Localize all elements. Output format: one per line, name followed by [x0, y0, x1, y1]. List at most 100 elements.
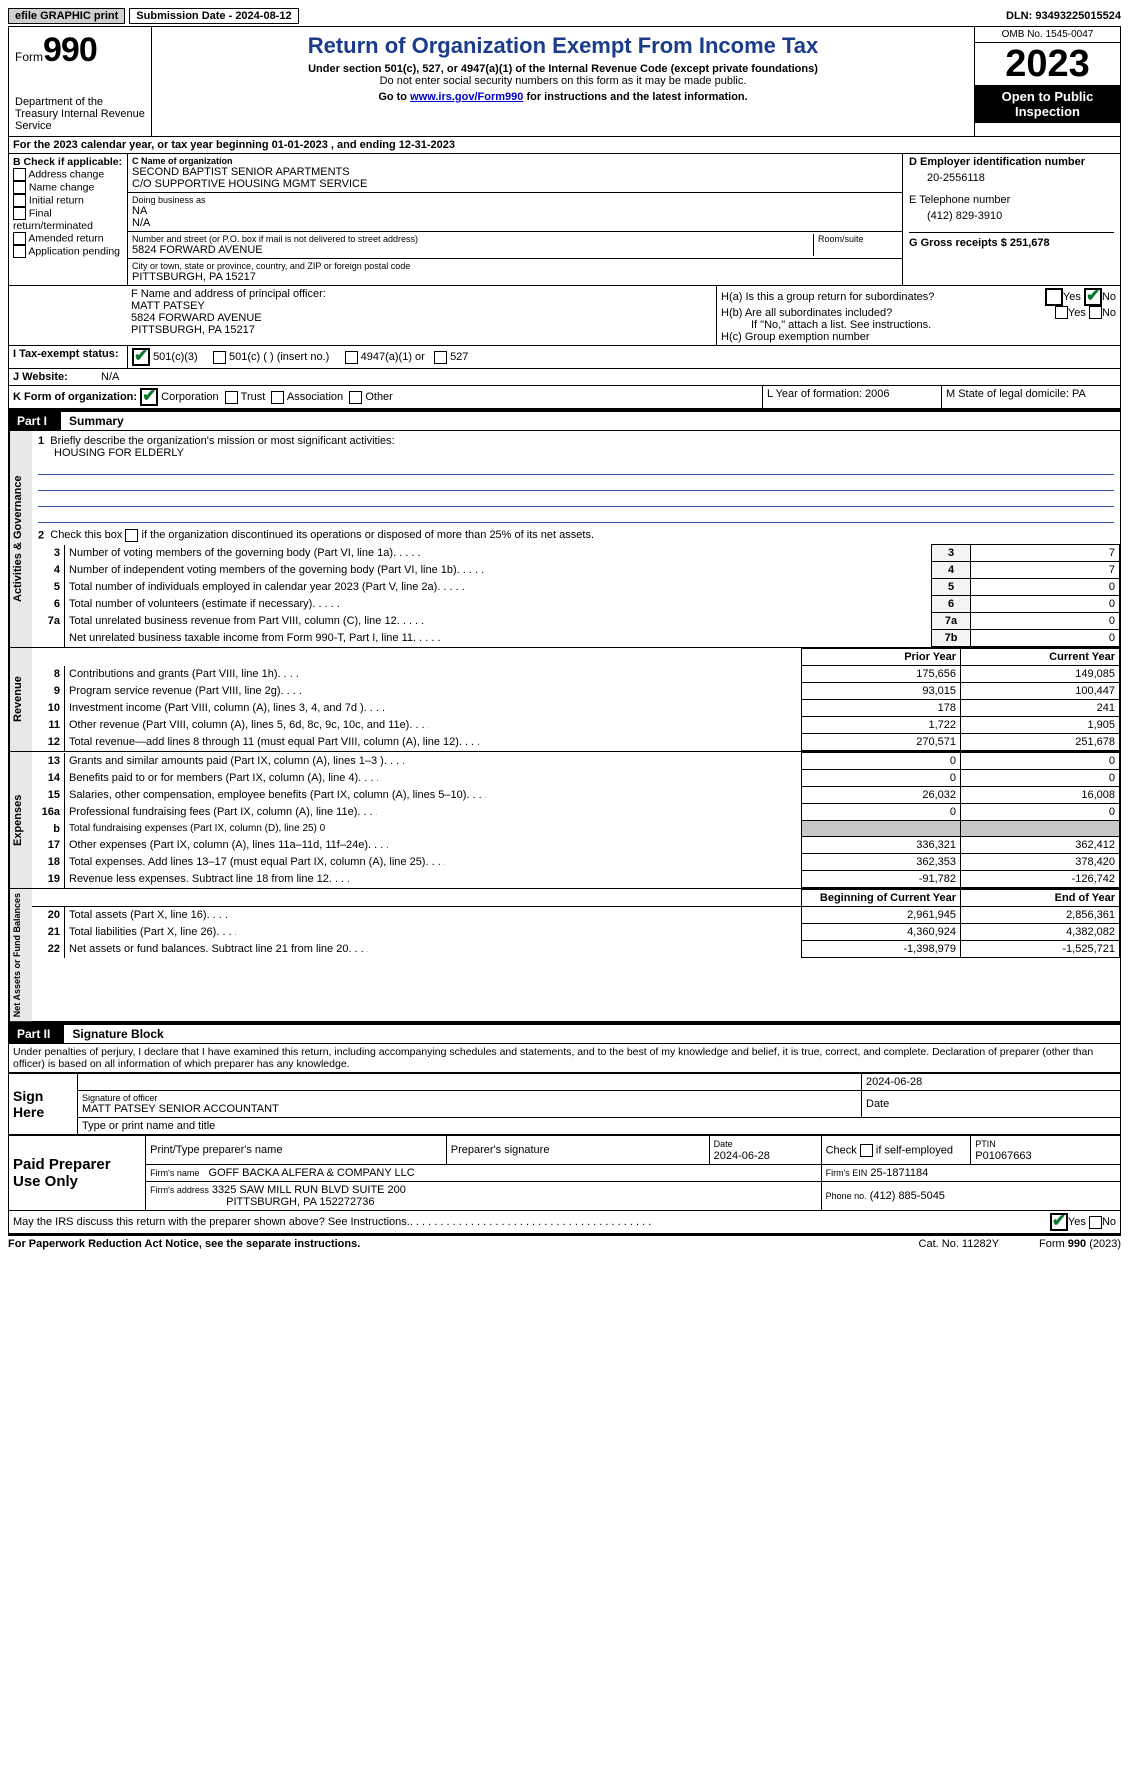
officer-addr2: PITTSBURGH, PA 15217 — [131, 324, 712, 336]
irs-link[interactable]: www.irs.gov/Form990 — [410, 91, 523, 103]
check-final-return[interactable] — [13, 207, 26, 220]
phone-value: (412) 829-3910 — [909, 206, 1114, 232]
q1-label: Briefly describe the organization's miss… — [50, 435, 394, 447]
form-number: Form990 — [15, 31, 145, 70]
perjury-statement: Under penalties of perjury, I declare th… — [8, 1044, 1121, 1073]
tab-expenses: Expenses — [9, 752, 32, 888]
subtitle-2: Do not enter social security numbers on … — [158, 75, 968, 87]
discuss-yes[interactable] — [1050, 1213, 1068, 1231]
officer-addr1: 5824 FORWARD AVENUE — [131, 312, 712, 324]
go-to-link-row: Go to www.irs.gov/Form990 for instructio… — [158, 91, 968, 103]
check-amended-return[interactable] — [13, 232, 26, 245]
prep-sig-label: Preparer's signature — [446, 1136, 709, 1165]
firm-addr1: 3325 SAW MILL RUN BLVD SUITE 200 — [212, 1184, 406, 1196]
line-a: For the 2023 calendar year, or tax year … — [8, 137, 1121, 154]
governance-table: 3 Number of voting members of the govern… — [32, 544, 1120, 647]
row-i: I Tax-exempt status: 501(c)(3) 501(c) ( … — [8, 346, 1121, 369]
dept-treasury: Department of the Treasury Internal Reve… — [15, 96, 145, 132]
check-self-employed[interactable] — [860, 1144, 873, 1157]
q2-text: Check this box if the organization disco… — [50, 529, 594, 541]
phone-label: E Telephone number — [909, 194, 1114, 206]
check-4947[interactable] — [345, 351, 358, 364]
mission-text: HOUSING FOR ELDERLY — [38, 447, 184, 459]
summary-expenses: Expenses 13 Grants and similar amounts p… — [8, 752, 1121, 889]
check-527[interactable] — [434, 351, 447, 364]
check-discontinued[interactable] — [125, 529, 138, 542]
summary-revenue: Revenue Prior Year Current Year8 Contrib… — [8, 648, 1121, 752]
state-domicile: M State of legal domicile: PA — [942, 386, 1120, 408]
check-trust[interactable] — [225, 391, 238, 404]
open-to-public: Open to Public Inspection — [975, 85, 1120, 123]
summary-governance: Activities & Governance 1 Briefly descri… — [8, 431, 1121, 648]
paid-preparer-label: Paid Preparer Use Only — [9, 1136, 146, 1211]
gross-receipts: G Gross receipts $ 251,678 — [909, 232, 1114, 249]
form-title: Return of Organization Exempt From Incom… — [158, 33, 968, 59]
type-name-label: Type or print name and title — [78, 1118, 1121, 1135]
ptin-value: P01067663 — [975, 1150, 1031, 1162]
tab-netassets: Net Assets or Fund Balances — [9, 889, 32, 1021]
sign-here-label: Sign Here — [9, 1074, 78, 1135]
org-name-1: SECOND BAPTIST SENIOR APARTMENTS — [132, 166, 898, 178]
hb-label: H(b) Are all subordinates included? — [721, 307, 1055, 319]
firm-ein: 25-1871184 — [870, 1167, 928, 1179]
hb-yes[interactable] — [1055, 306, 1068, 319]
revenue-table: Prior Year Current Year8 Contributions a… — [32, 648, 1120, 751]
dln: DLN: 93493225015524 — [1006, 10, 1121, 22]
street-address: 5824 FORWARD AVENUE — [132, 244, 809, 256]
check-corporation[interactable] — [140, 388, 158, 406]
officer-label: F Name and address of principal officer: — [131, 288, 712, 300]
org-name-2: C/O SUPPORTIVE HOUSING MGMT SERVICE — [132, 178, 898, 190]
website-value: N/A — [97, 369, 1120, 385]
row-j: J Website: N/A — [8, 369, 1121, 386]
part-2-header: Part II Signature Block — [8, 1023, 1121, 1044]
tab-revenue: Revenue — [9, 648, 32, 751]
hb-note: If "No," attach a list. See instructions… — [721, 319, 1116, 331]
org-name-label: C Name of organization — [132, 156, 898, 166]
part-1-header: Part I Summary — [8, 410, 1121, 431]
form-ref: Form 990 (2023) — [1039, 1238, 1121, 1250]
row-k-l-m: K Form of organization: Corporation Trus… — [8, 386, 1121, 410]
check-initial-return[interactable] — [13, 194, 26, 207]
ha-label: H(a) Is this a group return for subordin… — [721, 291, 1045, 303]
netassets-table: Beginning of Current Year End of Year20 … — [32, 889, 1120, 958]
col-d-e-g: D Employer identification number 20-2556… — [902, 154, 1120, 285]
omb-number: OMB No. 1545-0047 — [975, 27, 1120, 43]
officer-name: MATT PATSEY — [131, 300, 712, 312]
col-c: C Name of organization SECOND BAPTIST SE… — [128, 154, 902, 285]
firm-addr2: PITTSBURGH, PA 152272736 — [150, 1196, 374, 1208]
hb-no[interactable] — [1089, 306, 1102, 319]
check-application-pending[interactable] — [13, 245, 26, 258]
tax-year: 2023 — [975, 43, 1120, 85]
officer-signature: MATT PATSEY SENIOR ACCOUNTANT — [82, 1103, 857, 1115]
tab-governance: Activities & Governance — [9, 431, 32, 647]
check-501c3[interactable] — [132, 348, 150, 366]
firm-phone: (412) 885-5045 — [870, 1190, 945, 1202]
ha-yes[interactable] — [1045, 288, 1063, 306]
discuss-row: May the IRS discuss this return with the… — [8, 1211, 1121, 1234]
signature-table: Sign Here 2024-06-28 Signature of office… — [8, 1073, 1121, 1135]
sig-officer-label: Signature of officer — [82, 1093, 857, 1103]
prep-name-label: Print/Type preparer's name — [146, 1136, 447, 1165]
form-header: Form990 Department of the Treasury Inter… — [8, 26, 1121, 137]
submission-date: Submission Date - 2024-08-12 — [129, 8, 298, 24]
row-f-h: F Name and address of principal officer:… — [8, 286, 1121, 346]
efile-print-button[interactable]: efile GRAPHIC print — [8, 8, 125, 24]
ha-no[interactable] — [1084, 288, 1102, 306]
check-name-change[interactable] — [13, 181, 26, 194]
city-label: City or town, state or province, country… — [132, 261, 898, 271]
city-state-zip: PITTSBURGH, PA 15217 — [132, 271, 898, 283]
ein-value: 20-2556118 — [909, 168, 1114, 194]
ein-label: D Employer identification number — [909, 156, 1114, 168]
check-address-change[interactable] — [13, 168, 26, 181]
check-other[interactable] — [349, 391, 362, 404]
addr-label: Number and street (or P.O. box if mail i… — [132, 234, 809, 244]
discuss-no[interactable] — [1089, 1216, 1102, 1229]
dba-2: N/A — [132, 217, 898, 229]
sig-date-1: 2024-06-28 — [862, 1074, 1121, 1091]
section-b-c-d: B Check if applicable: Address change Na… — [8, 154, 1121, 286]
check-501c[interactable] — [213, 351, 226, 364]
self-employed-cell: Check if self-employed — [821, 1136, 971, 1165]
cat-no: Cat. No. 11282Y — [919, 1238, 1000, 1250]
check-association[interactable] — [271, 391, 284, 404]
dba-label: Doing business as — [132, 195, 898, 205]
